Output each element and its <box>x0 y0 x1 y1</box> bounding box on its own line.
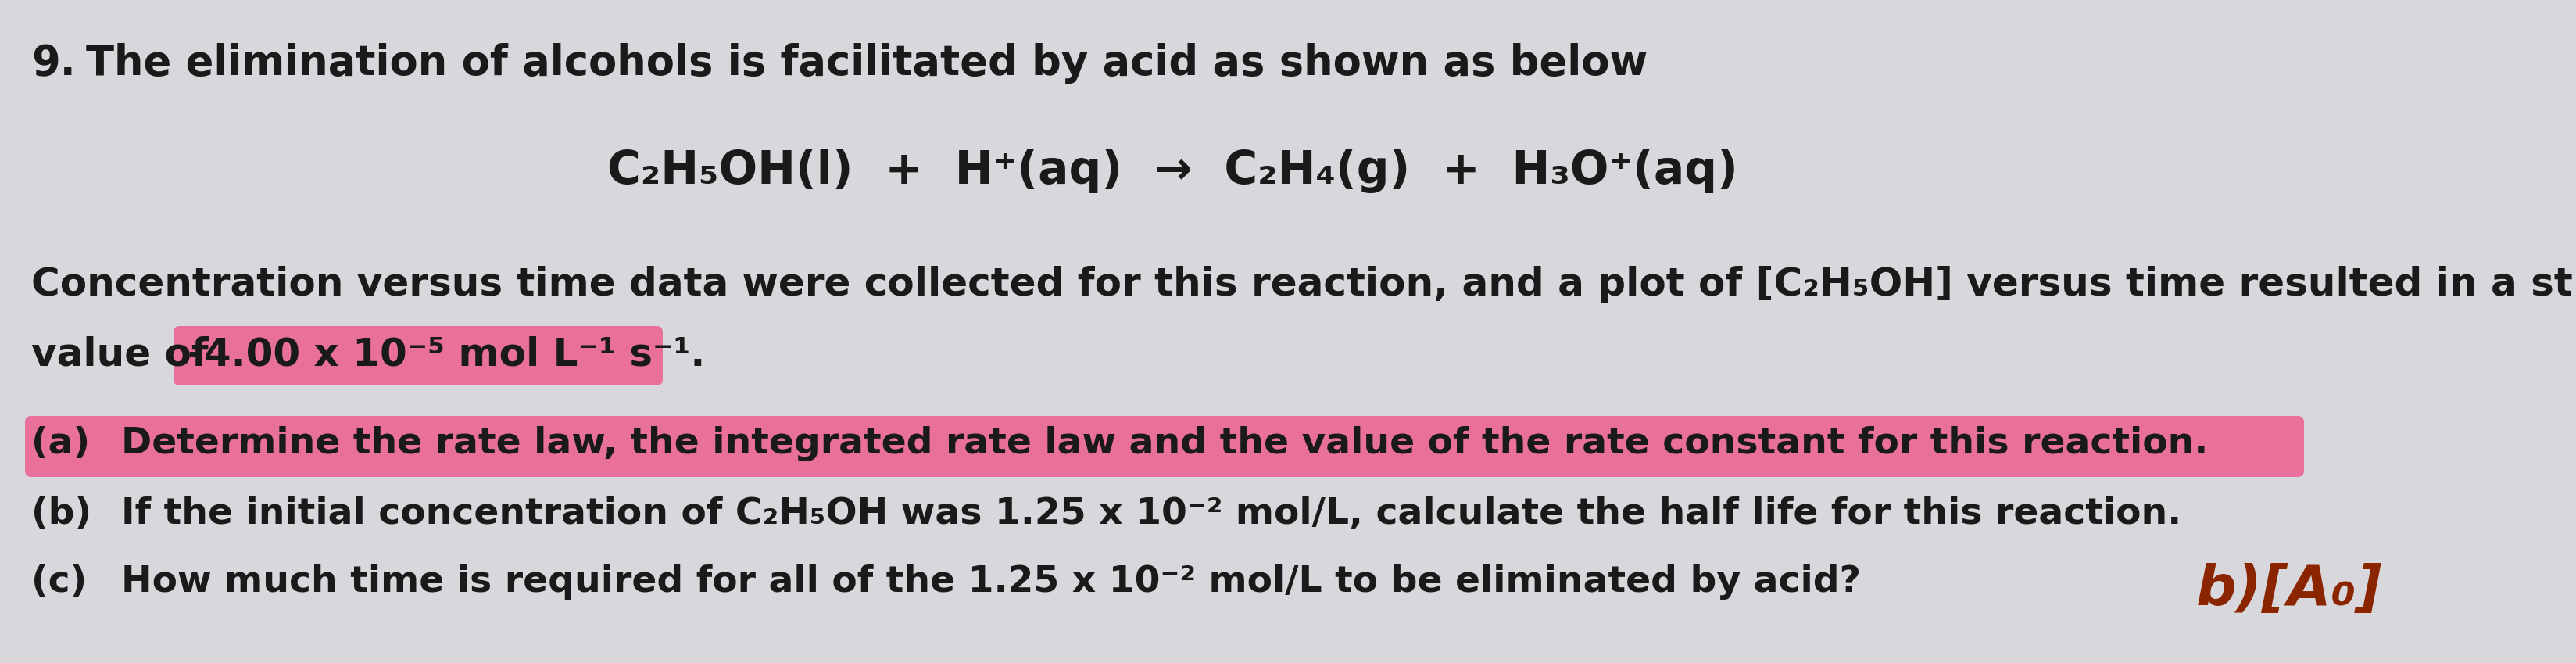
Text: (c): (c) <box>31 564 88 599</box>
Text: -4.00 x 10⁻⁵ mol L⁻¹ s⁻¹.: -4.00 x 10⁻⁵ mol L⁻¹ s⁻¹. <box>188 336 706 374</box>
Text: 9.: 9. <box>31 43 75 84</box>
Text: b)[A₀]: b)[A₀] <box>2197 563 2383 617</box>
Text: The elimination of alcohols is facilitated by acid as shown as below: The elimination of alcohols is facilitat… <box>85 43 1649 84</box>
Text: How much time is required for all of the 1.25 x 10⁻² mol/L to be eliminated by a: How much time is required for all of the… <box>121 564 1860 599</box>
FancyBboxPatch shape <box>26 416 2303 477</box>
Text: Determine the rate law, the integrated rate law and the value of the rate consta: Determine the rate law, the integrated r… <box>121 426 2208 461</box>
Text: (a): (a) <box>31 426 90 461</box>
Text: value of: value of <box>31 336 222 374</box>
FancyBboxPatch shape <box>173 326 662 385</box>
Text: C₂H₅OH(l)  +  H⁺(aq)  →  C₂H₄(g)  +  H₃O⁺(aq): C₂H₅OH(l) + H⁺(aq) → C₂H₄(g) + H₃O⁺(aq) <box>608 149 1739 193</box>
Text: Concentration versus time data were collected for this reaction, and a plot of [: Concentration versus time data were coll… <box>31 266 2573 304</box>
Text: (b): (b) <box>31 497 93 532</box>
Text: If the initial concentration of C₂H₅OH was 1.25 x 10⁻² mol/L, calculate the half: If the initial concentration of C₂H₅OH w… <box>121 497 2182 532</box>
